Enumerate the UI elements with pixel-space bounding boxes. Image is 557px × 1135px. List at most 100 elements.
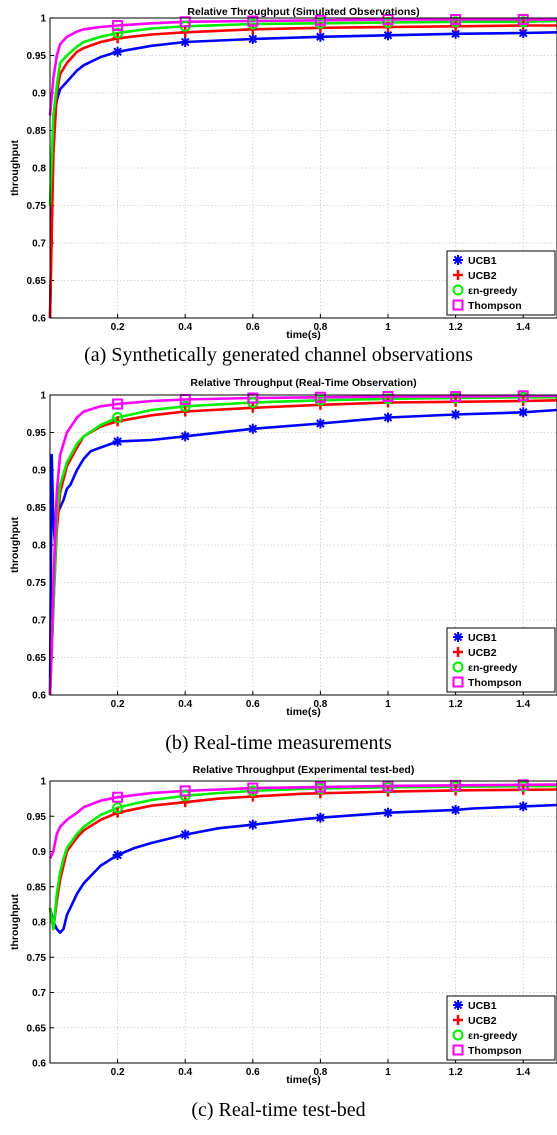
x-axis-label: time(s) bbox=[286, 1074, 320, 1086]
y-tick-label: 0.75 bbox=[27, 201, 47, 212]
data-point bbox=[517, 779, 529, 791]
data-point bbox=[247, 392, 259, 404]
y-tick-label: 0.8 bbox=[32, 164, 46, 175]
x-tick-label: 1 bbox=[385, 699, 391, 710]
x-tick-label: 0.4 bbox=[178, 322, 192, 333]
x-tick-label: 0.8 bbox=[313, 1067, 327, 1078]
panel-b: 0.6 0.65 0.7 0.75 0.8 0.85 0.9 0.95 1 0.2 0.4 0.6 0.… bbox=[0, 373, 557, 761]
y-tick-label: 0.9 bbox=[32, 847, 46, 858]
data-point bbox=[180, 27, 191, 38]
axes-frame bbox=[49, 394, 557, 696]
chart-title: Relative Throughput (Simulated Observati… bbox=[187, 6, 419, 18]
y-tick-label: 0.6 bbox=[32, 691, 46, 702]
series-line bbox=[48, 18, 557, 116]
data-point bbox=[382, 391, 394, 402]
data-point bbox=[179, 785, 191, 797]
figure-caption: (c) Real-time test-bed bbox=[191, 1099, 366, 1121]
y-tick-label: 0.7 bbox=[32, 239, 46, 250]
axes-frame bbox=[49, 780, 557, 1064]
data-point bbox=[450, 391, 462, 402]
data-point bbox=[112, 398, 124, 410]
legend-label: UCB1 bbox=[468, 632, 497, 644]
axes-frame bbox=[49, 17, 557, 319]
data-point bbox=[180, 829, 191, 840]
y-tick-label: 0.95 bbox=[27, 812, 47, 823]
x-tick-label: 1.2 bbox=[449, 699, 463, 710]
y-tick-label: 0.8 bbox=[32, 541, 46, 552]
legend-label: Thompson bbox=[468, 300, 522, 312]
data-point bbox=[247, 782, 259, 794]
data-point bbox=[518, 407, 529, 418]
legend-marker bbox=[452, 661, 464, 673]
data-point bbox=[112, 802, 124, 814]
data-point bbox=[450, 804, 461, 815]
y-tick-label: 0.7 bbox=[32, 988, 46, 999]
chart-title: Relative Throughput (Real-Time Observati… bbox=[190, 377, 416, 389]
y-tick-label: 0.6 bbox=[32, 1059, 46, 1070]
legend: UCB1 UCB2 εn-greedy Thompson bbox=[446, 250, 556, 316]
data-point bbox=[517, 390, 529, 402]
data-point bbox=[112, 27, 124, 39]
data-point bbox=[314, 391, 326, 403]
x-tick-label: 0.2 bbox=[111, 699, 125, 710]
figure-caption: (a) Synthetically generated channel obse… bbox=[84, 344, 473, 366]
legend-marker bbox=[452, 1044, 464, 1056]
data-point bbox=[179, 400, 191, 412]
legend: UCB1 UCB2 εn-greedy Thompson bbox=[446, 995, 556, 1061]
x-axis-label: time(s) bbox=[286, 329, 320, 340]
data-point bbox=[450, 28, 461, 39]
x-tick-label: 1.4 bbox=[516, 699, 530, 710]
x-tick-label: 1.2 bbox=[449, 1067, 463, 1078]
x-tick-label: 1.4 bbox=[516, 1067, 530, 1078]
legend-label: Thompson bbox=[468, 1045, 522, 1057]
panel-a: 0.6 0.65 0.7 0.75 0.8 0.85 0.9 0.95 1 0.2 0.4 0.6 0.… bbox=[0, 0, 557, 373]
legend-marker bbox=[453, 647, 463, 657]
chart-title: Relative Throughput (Experimental test-b… bbox=[193, 764, 415, 776]
y-tick-label: 0.65 bbox=[27, 653, 47, 664]
x-tick-label: 0.6 bbox=[246, 1067, 260, 1078]
y-tick-label: 0.9 bbox=[32, 466, 46, 477]
x-tick-label: 0.6 bbox=[246, 322, 260, 333]
data-point bbox=[112, 412, 124, 423]
legend-marker bbox=[452, 676, 464, 688]
y-tick-label: 0.75 bbox=[27, 953, 47, 964]
data-point bbox=[247, 34, 258, 44]
legend-box bbox=[446, 627, 556, 693]
y-tick-label: 0.8 bbox=[32, 918, 46, 929]
data-point bbox=[112, 850, 123, 861]
legend-label: UCB2 bbox=[468, 647, 497, 659]
y-axis-label: throughput bbox=[9, 140, 21, 196]
data-point bbox=[179, 16, 191, 28]
y-tick-label: 0.95 bbox=[27, 51, 47, 62]
legend-box bbox=[446, 995, 556, 1061]
legend-marker bbox=[453, 255, 463, 265]
legend-label: UCB2 bbox=[468, 270, 497, 282]
legend-box bbox=[446, 250, 556, 316]
legend-label: εn-greedy bbox=[468, 662, 517, 674]
series-line bbox=[48, 803, 557, 934]
y-tick-label: 0.7 bbox=[32, 616, 46, 627]
data-point bbox=[450, 409, 461, 420]
x-tick-label: 0.4 bbox=[178, 1067, 192, 1078]
data-point bbox=[383, 807, 393, 818]
figure-caption: (b) Real-time measurements bbox=[165, 732, 392, 754]
chart-svg: 0.6 0.65 0.7 0.75 0.8 0.85 0.9 0.95 1 0.2 0.4 0.6 0.… bbox=[9, 764, 557, 1086]
legend-marker bbox=[452, 284, 464, 296]
y-tick-label: 0.9 bbox=[32, 89, 46, 100]
x-tick-label: 1 bbox=[385, 1067, 391, 1078]
data-point bbox=[517, 14, 529, 25]
data-point bbox=[112, 791, 124, 803]
legend-label: UCB2 bbox=[468, 1015, 497, 1027]
panel-c: 0.6 0.65 0.7 0.75 0.8 0.85 0.9 0.95 1 0.2 0.4 0.6 0.… bbox=[0, 761, 557, 1135]
y-tick-label: 1 bbox=[40, 14, 46, 25]
legend-marker bbox=[453, 1000, 463, 1010]
legend-marker bbox=[453, 270, 463, 280]
data-point bbox=[382, 14, 394, 25]
y-tick-label: 0.6 bbox=[32, 314, 46, 325]
data-point bbox=[180, 37, 191, 47]
x-tick-label: 0.4 bbox=[178, 699, 192, 710]
y-axis-label: throughput bbox=[9, 517, 21, 573]
legend-marker bbox=[452, 1029, 464, 1041]
data-point bbox=[247, 423, 258, 434]
data-point bbox=[315, 31, 326, 42]
